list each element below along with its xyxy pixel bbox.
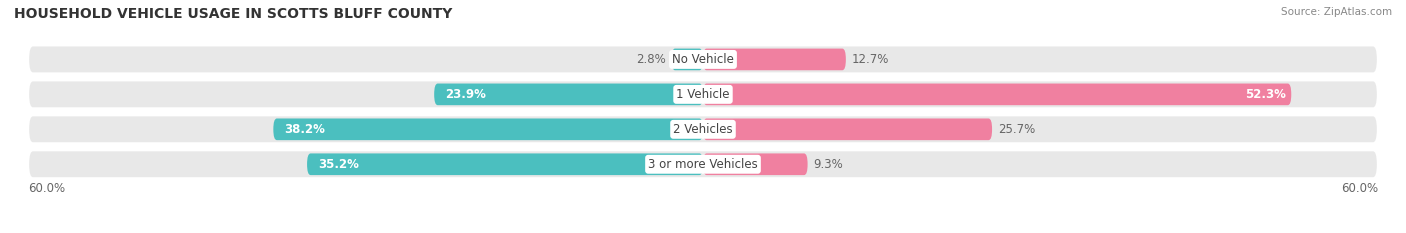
FancyBboxPatch shape: [703, 49, 846, 70]
Text: 2.8%: 2.8%: [636, 53, 666, 66]
Text: No Vehicle: No Vehicle: [672, 53, 734, 66]
FancyBboxPatch shape: [273, 118, 703, 140]
FancyBboxPatch shape: [703, 118, 993, 140]
Text: 60.0%: 60.0%: [1341, 182, 1378, 195]
Text: 52.3%: 52.3%: [1244, 88, 1285, 101]
Text: 12.7%: 12.7%: [852, 53, 889, 66]
Text: 9.3%: 9.3%: [813, 158, 844, 171]
Text: 2 Vehicles: 2 Vehicles: [673, 123, 733, 136]
Text: 35.2%: 35.2%: [318, 158, 359, 171]
Text: 3 or more Vehicles: 3 or more Vehicles: [648, 158, 758, 171]
FancyBboxPatch shape: [703, 84, 1291, 105]
Text: 60.0%: 60.0%: [28, 182, 65, 195]
FancyBboxPatch shape: [703, 154, 807, 175]
Text: 38.2%: 38.2%: [284, 123, 325, 136]
FancyBboxPatch shape: [28, 80, 1378, 108]
FancyBboxPatch shape: [28, 115, 1378, 143]
Text: HOUSEHOLD VEHICLE USAGE IN SCOTTS BLUFF COUNTY: HOUSEHOLD VEHICLE USAGE IN SCOTTS BLUFF …: [14, 7, 453, 21]
FancyBboxPatch shape: [28, 45, 1378, 73]
Text: Source: ZipAtlas.com: Source: ZipAtlas.com: [1281, 7, 1392, 17]
FancyBboxPatch shape: [672, 49, 703, 70]
Text: 1 Vehicle: 1 Vehicle: [676, 88, 730, 101]
Text: 23.9%: 23.9%: [446, 88, 486, 101]
FancyBboxPatch shape: [434, 84, 703, 105]
Text: 25.7%: 25.7%: [998, 123, 1035, 136]
FancyBboxPatch shape: [28, 150, 1378, 178]
FancyBboxPatch shape: [307, 154, 703, 175]
